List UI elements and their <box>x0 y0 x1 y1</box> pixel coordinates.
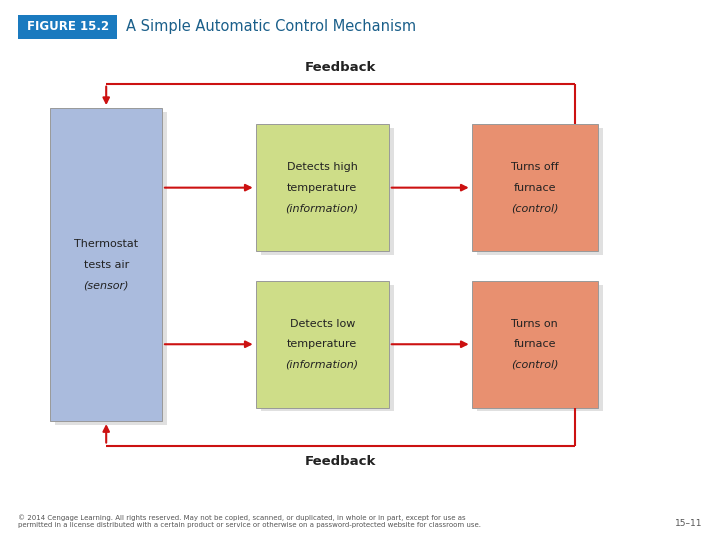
Text: © 2014 Cengage Learning. All rights reserved. May not be copied, scanned, or dup: © 2014 Cengage Learning. All rights rese… <box>18 515 481 528</box>
Text: (sensor): (sensor) <box>84 280 129 290</box>
FancyBboxPatch shape <box>261 285 394 411</box>
Text: Feedback: Feedback <box>305 455 377 468</box>
Text: furnace: furnace <box>513 183 556 193</box>
FancyBboxPatch shape <box>256 281 389 408</box>
Text: tests air: tests air <box>84 260 129 269</box>
Text: Detects low: Detects low <box>289 319 355 329</box>
Text: temperature: temperature <box>287 183 357 193</box>
Text: Thermostat: Thermostat <box>74 239 138 249</box>
FancyBboxPatch shape <box>477 128 603 255</box>
Text: 15–11: 15–11 <box>675 519 702 528</box>
FancyBboxPatch shape <box>55 112 167 425</box>
Text: Turns off: Turns off <box>510 162 559 172</box>
FancyBboxPatch shape <box>18 15 117 39</box>
Text: Feedback: Feedback <box>305 61 377 74</box>
Text: temperature: temperature <box>287 339 357 349</box>
FancyBboxPatch shape <box>256 124 389 251</box>
Text: Detects high: Detects high <box>287 162 358 172</box>
Text: (information): (information) <box>286 360 359 370</box>
FancyBboxPatch shape <box>472 124 598 251</box>
FancyBboxPatch shape <box>472 281 598 408</box>
FancyBboxPatch shape <box>261 128 394 255</box>
FancyBboxPatch shape <box>50 108 162 421</box>
Text: furnace: furnace <box>513 339 556 349</box>
Text: (control): (control) <box>511 360 558 370</box>
FancyBboxPatch shape <box>477 285 603 411</box>
Text: A Simple Automatic Control Mechanism: A Simple Automatic Control Mechanism <box>126 19 416 35</box>
Text: (control): (control) <box>511 203 558 213</box>
Text: FIGURE 15.2: FIGURE 15.2 <box>27 21 109 33</box>
Text: Turns on: Turns on <box>511 319 558 329</box>
Text: (information): (information) <box>286 203 359 213</box>
